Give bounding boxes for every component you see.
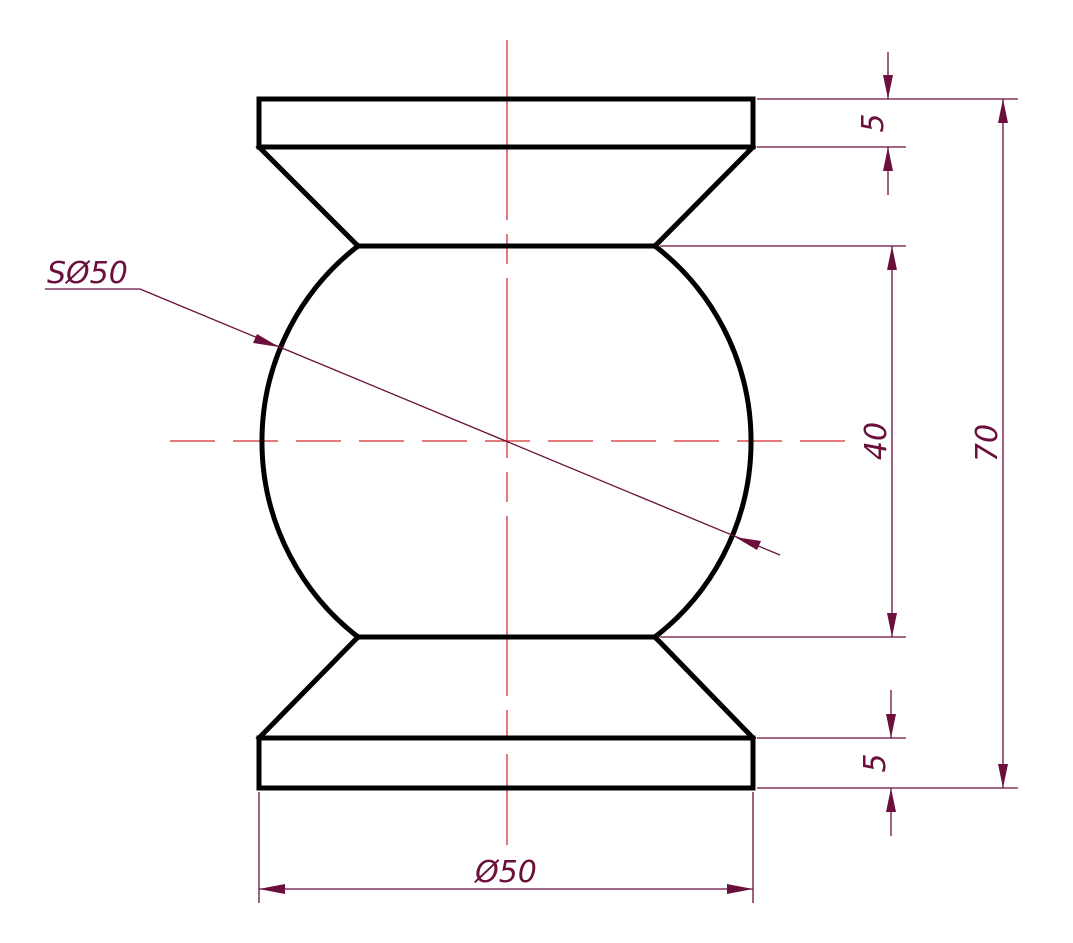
part-outline bbox=[255, 96, 757, 791]
dimension-text-sphere-diameter: SØ50 bbox=[47, 256, 128, 291]
dimension-text-sphere-zone: 40 bbox=[859, 422, 894, 460]
dimension-text-base-diameter: Ø50 bbox=[473, 855, 537, 890]
top-flange bbox=[256, 96, 756, 150]
dimension-text-bottom-flange: 5 bbox=[858, 753, 893, 772]
dimension-overall-height: 70 bbox=[970, 99, 1008, 788]
arrowhead bbox=[735, 537, 761, 550]
extension-lines bbox=[258, 98, 1018, 903]
dimension-base-diameter: Ø50 bbox=[259, 855, 753, 894]
dimension-text-top-flange: 5 bbox=[856, 113, 891, 132]
bottom-cone bbox=[255, 633, 757, 742]
arrowhead bbox=[887, 246, 897, 270]
arrowhead bbox=[253, 334, 279, 347]
arrowhead bbox=[259, 884, 285, 894]
arrowhead bbox=[887, 613, 897, 637]
sphere-left-arc bbox=[259, 242, 362, 641]
leader-line bbox=[139, 288, 781, 556]
dimension-sphere-diameter: SØ50 bbox=[45, 256, 781, 556]
arrowhead bbox=[727, 884, 753, 894]
center-lines bbox=[170, 40, 845, 845]
arrowhead bbox=[998, 764, 1008, 788]
arrowhead bbox=[883, 75, 893, 99]
dimension-top-flange: 5 bbox=[856, 52, 893, 195]
sphere-right-arc bbox=[651, 242, 754, 641]
dimension-text-overall-height: 70 bbox=[970, 424, 1005, 462]
dimension-sphere-zone: 40 bbox=[859, 246, 897, 637]
bottom-flange bbox=[256, 735, 756, 791]
dimension-bottom-flange: 5 bbox=[858, 690, 896, 836]
arrowhead bbox=[998, 99, 1008, 123]
arrowhead bbox=[883, 147, 893, 171]
arrowhead bbox=[886, 788, 896, 812]
arrowhead bbox=[886, 714, 896, 738]
top-cone bbox=[255, 143, 757, 250]
